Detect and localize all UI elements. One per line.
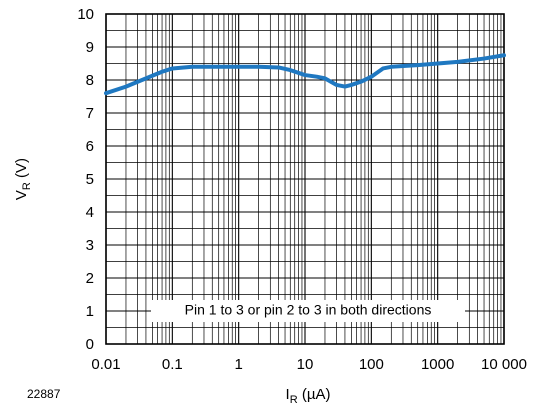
y-tick-label: 4 (86, 204, 94, 221)
y-tick-label: 1 (86, 303, 94, 320)
y-tick-label: 7 (86, 105, 94, 122)
x-axis-label-unit: (µA) (298, 386, 331, 403)
x-tick-labels: 0.01 0.1 1 10 100 1000 10 000 (91, 356, 527, 373)
y-tick-label: 10 (77, 6, 94, 23)
annotation-background (151, 300, 465, 322)
y-tick-label: 5 (86, 171, 94, 188)
x-tick-label: 1000 (421, 356, 454, 373)
y-tick-labels: 0 1 2 3 4 5 6 7 8 9 10 (77, 6, 94, 353)
series-line-0 (104, 53, 506, 96)
y-axis-label-main: V (13, 190, 30, 200)
x-axis-label: IR (µA) (286, 386, 331, 406)
annotation-text: Pin 1 to 3 or pin 2 to 3 in both directi… (185, 302, 432, 318)
figure-id: 22887 (27, 387, 61, 401)
x-tick-label: 0.01 (91, 356, 120, 373)
x-axis-label-main: I (286, 386, 290, 403)
y-axis-label-unit: (V) (13, 158, 30, 182)
annotation-group: Pin 1 to 3 or pin 2 to 3 in both directi… (151, 300, 465, 322)
x-tick-label: 0.1 (162, 356, 183, 373)
y-axis-label-sub: R (21, 182, 33, 190)
y-axis-label: VR (V) (13, 158, 33, 200)
x-tick-label: 1 (234, 356, 242, 373)
y-tick-label: 0 (86, 336, 94, 353)
x-axis-label-sub: R (290, 394, 298, 406)
series-layer (104, 53, 506, 96)
x-tick-label: 10 (297, 356, 314, 373)
y-tick-label: 3 (86, 237, 94, 254)
y-tick-label: 6 (86, 138, 94, 155)
y-tick-label: 8 (86, 72, 94, 89)
x-tick-label: 10 000 (481, 356, 527, 373)
y-tick-label: 2 (86, 270, 94, 287)
x-tick-label: 100 (359, 356, 384, 373)
y-tick-label: 9 (86, 39, 94, 56)
plot-frame (105, 13, 505, 345)
